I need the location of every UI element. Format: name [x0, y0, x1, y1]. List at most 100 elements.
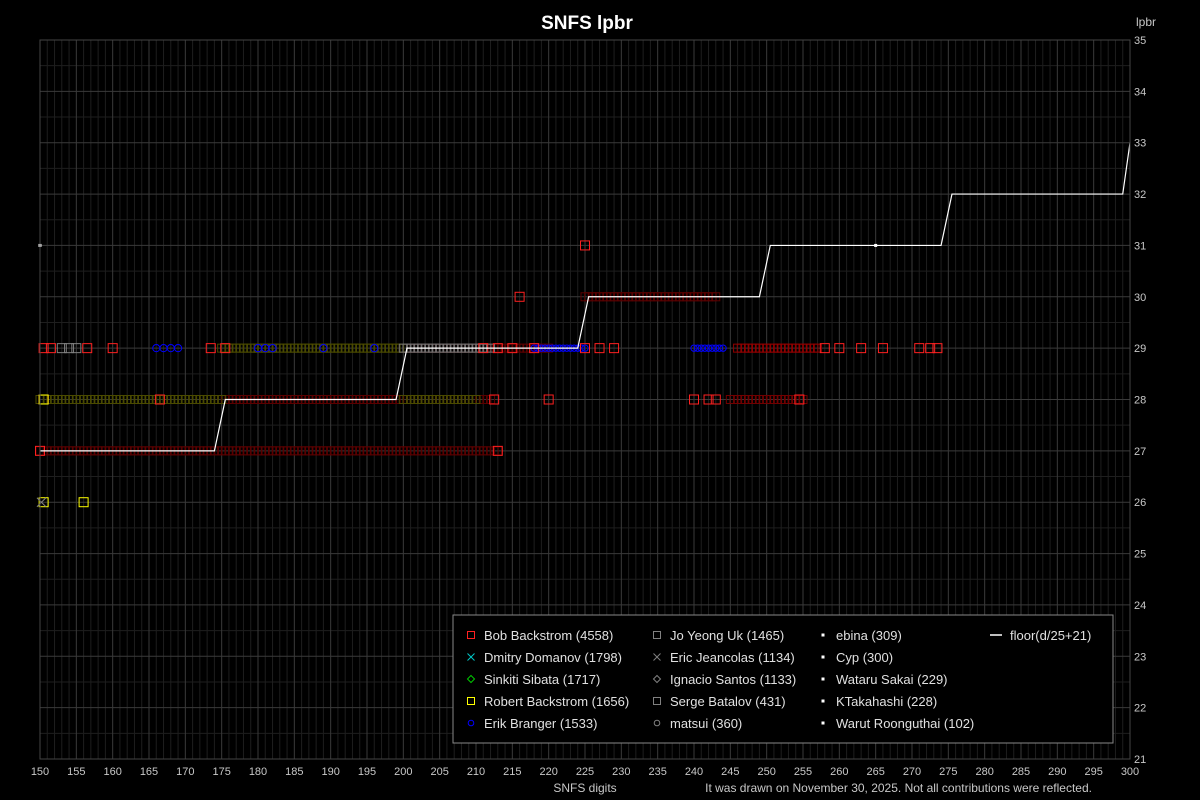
- legend-label: Eric Jeancolas (1134): [670, 650, 795, 665]
- x-tick-label: 295: [1084, 766, 1102, 778]
- data-point: [701, 344, 709, 352]
- axes: 150 155 160 165 170 175 180 185 190 195 200 205 210 2…: [31, 35, 1146, 778]
- data-point: [64, 343, 75, 354]
- data-point: [38, 394, 49, 405]
- data-point: [834, 343, 845, 354]
- legend-label: Wataru Sakai (229): [836, 672, 948, 687]
- legend-label: Robert Backstrom (1656): [484, 694, 629, 709]
- x-tick-label: 165: [140, 766, 158, 778]
- x-tick-label: 240: [685, 766, 703, 778]
- data-point: [514, 291, 525, 302]
- legend-label: Jo Yeong Uk (1465): [670, 628, 784, 643]
- plot-frame: [39, 39, 1131, 760]
- x-tick-label: 210: [467, 766, 485, 778]
- data-point: [794, 394, 805, 405]
- x-tick-label: 300: [1121, 766, 1139, 778]
- x-tick-label: 230: [612, 766, 630, 778]
- y-tick-label: 24: [1134, 600, 1146, 612]
- data-point: [78, 497, 89, 508]
- x-tick-label: 220: [539, 766, 557, 778]
- y-axis-label: lpbr: [1136, 15, 1156, 29]
- y-tick-label: 35: [1134, 35, 1146, 47]
- data-point: [821, 721, 825, 725]
- x-tick-label: 270: [903, 766, 921, 778]
- x-tick-label: 150: [31, 766, 49, 778]
- data-point: [710, 394, 721, 405]
- data-point: [154, 394, 165, 405]
- y-tick-label: 30: [1134, 292, 1146, 304]
- x-mark-stroke: [467, 653, 475, 661]
- x-tick-label: 200: [394, 766, 412, 778]
- legend-label: ebina (309): [836, 628, 902, 643]
- x-tick-label: 285: [1012, 766, 1030, 778]
- data-point: [821, 633, 825, 637]
- data-point: [712, 344, 720, 352]
- data-point: [268, 344, 277, 353]
- y-tick-label: 29: [1134, 343, 1146, 355]
- data-range: [398, 395, 481, 404]
- y-tick-label: 21: [1134, 754, 1146, 766]
- legend-label: Cyp (300): [836, 650, 893, 665]
- y-tick-label: 27: [1134, 446, 1146, 458]
- data-point: [581, 344, 589, 352]
- y-tick-label: 26: [1134, 497, 1146, 509]
- data-point: [652, 674, 662, 684]
- y-tick-label: 25: [1134, 549, 1146, 561]
- x-tick-label: 265: [866, 766, 884, 778]
- data-point: [319, 344, 328, 353]
- x-tick-label: 180: [249, 766, 267, 778]
- legend-box: [452, 614, 1114, 744]
- data-point: [693, 344, 702, 352]
- data-point: [107, 343, 118, 354]
- x-tick-label: 185: [285, 766, 303, 778]
- data-point: [492, 445, 503, 456]
- data-point: [173, 344, 183, 353]
- x-tick-label: 195: [358, 766, 376, 778]
- data-point: [45, 343, 56, 354]
- data-point: [653, 697, 661, 705]
- footnote: It was drawn on November 30, 2025. Not a…: [705, 781, 1092, 795]
- data-point: [715, 344, 724, 352]
- data-point: [489, 394, 500, 405]
- data-point: [56, 343, 67, 354]
- x-tick-label: 155: [67, 766, 85, 778]
- legend-label: Bob Backstrom (4558): [484, 628, 613, 643]
- data-point: [609, 343, 620, 354]
- data-point: [813, 343, 823, 353]
- data-point: [877, 343, 888, 354]
- x-tick-label: 160: [103, 766, 121, 778]
- legend-label: matsui (360): [670, 716, 742, 731]
- data-point: [821, 677, 825, 681]
- data-point: [914, 343, 925, 354]
- data-point: [925, 343, 936, 354]
- data-range: [733, 343, 823, 353]
- data-point: [821, 655, 825, 659]
- data-point: [856, 343, 867, 354]
- x-tick-label: 250: [757, 766, 775, 778]
- data-point: [690, 344, 698, 352]
- x-axis-label: SNFS digits: [553, 781, 616, 795]
- y-tick-label: 32: [1134, 189, 1146, 201]
- data-point: [543, 394, 554, 405]
- y-tick-label: 28: [1134, 395, 1146, 407]
- x-mark-stroke: [653, 653, 661, 661]
- floor-step-line: [40, 142, 1131, 452]
- data-point: [653, 719, 661, 727]
- data-point: [697, 344, 705, 352]
- legend: Bob Backstrom (4558) Dmitry Domanov (1798…: [452, 614, 1114, 744]
- data-point: [580, 343, 590, 354]
- legend-label: Dmitry Domanov (1798): [484, 650, 622, 665]
- data-point: [689, 394, 699, 405]
- data-point: [467, 719, 475, 727]
- legend-label: floor(d/25+21): [1010, 628, 1091, 643]
- y-tick-label: 23: [1134, 651, 1146, 663]
- x-tick-label: 190: [321, 766, 339, 778]
- data-point: [71, 343, 82, 354]
- data-point: [38, 343, 49, 354]
- legend-label: Warut Roonguthai (102): [836, 716, 974, 731]
- x-tick-label: 245: [721, 766, 739, 778]
- x-tick-label: 290: [1048, 766, 1066, 778]
- data-point: [821, 699, 825, 703]
- data-point: [467, 631, 475, 639]
